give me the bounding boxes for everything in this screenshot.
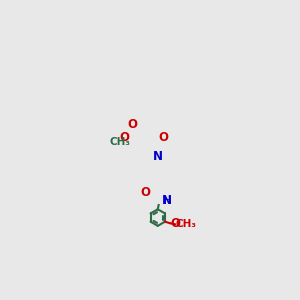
Text: CH₃: CH₃ <box>176 219 197 229</box>
Text: O: O <box>159 131 169 144</box>
Text: O: O <box>128 118 138 131</box>
Text: N: N <box>153 150 163 163</box>
Text: O: O <box>140 186 151 199</box>
Text: H: H <box>164 196 172 206</box>
Text: O: O <box>119 131 130 144</box>
Text: N: N <box>161 194 171 208</box>
Text: CH₃: CH₃ <box>110 136 131 147</box>
Text: O: O <box>171 217 181 230</box>
